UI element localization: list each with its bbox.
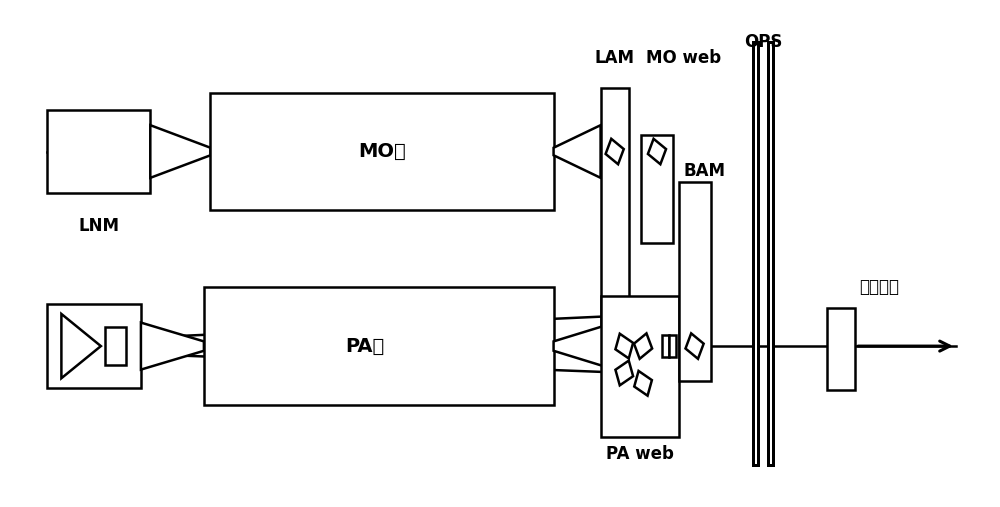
Bar	[679, 182, 711, 381]
Text: MO腔: MO腔	[358, 142, 406, 161]
Bar	[204, 287, 554, 405]
Bar	[641, 134, 673, 243]
Text: PA腔: PA腔	[345, 337, 384, 355]
Polygon shape	[634, 371, 652, 395]
Bar	[210, 93, 554, 210]
Bar	[768, 43, 773, 465]
Text: PA web: PA web	[606, 445, 674, 463]
Bar	[47, 110, 150, 193]
Polygon shape	[615, 360, 633, 385]
Polygon shape	[686, 334, 704, 359]
Bar	[601, 296, 679, 437]
Polygon shape	[150, 125, 210, 178]
Bar	[105, 328, 126, 365]
Text: OPS: OPS	[744, 33, 782, 51]
Bar	[827, 308, 855, 390]
Text: 自动快门: 自动快门	[859, 278, 899, 296]
Polygon shape	[648, 139, 666, 164]
Polygon shape	[61, 314, 101, 378]
Polygon shape	[606, 139, 624, 164]
Polygon shape	[615, 334, 633, 358]
Bar	[601, 88, 629, 343]
Bar	[669, 335, 676, 357]
Text: LNM: LNM	[78, 218, 119, 235]
Bar	[753, 43, 758, 465]
Polygon shape	[554, 322, 615, 370]
Text: LAM: LAM	[595, 49, 635, 67]
Text: BAM: BAM	[683, 162, 725, 179]
Text: MO web: MO web	[646, 49, 721, 67]
Polygon shape	[634, 334, 652, 359]
Polygon shape	[141, 322, 204, 370]
Polygon shape	[554, 125, 601, 178]
Bar	[662, 335, 669, 357]
Bar	[47, 304, 141, 388]
